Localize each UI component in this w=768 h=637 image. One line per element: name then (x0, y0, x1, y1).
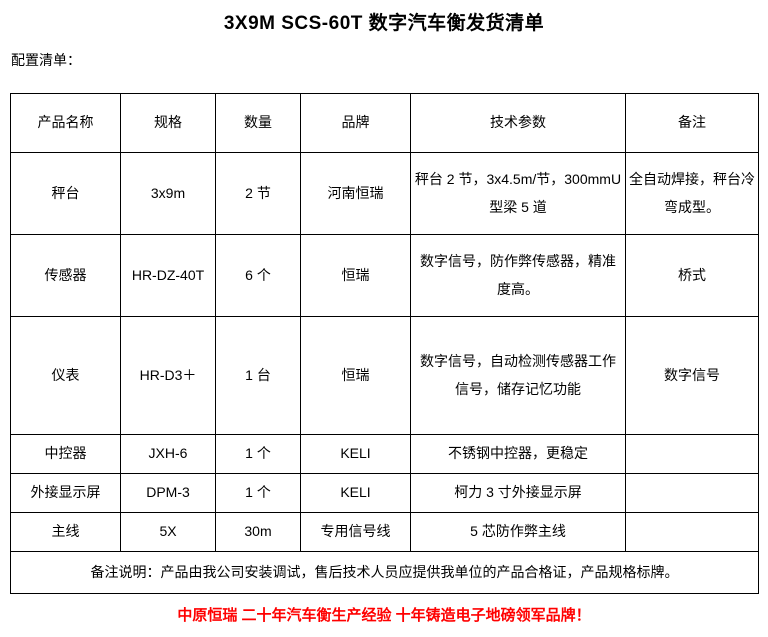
table-row: 中控器 JXH-6 1 个 KELI 不锈钢中控器，更稳定 (10, 434, 759, 474)
cell-remark (625, 473, 759, 513)
table-row: 外接显示屏 DPM-3 1 个 KELI 柯力 3 寸外接显示屏 (10, 473, 759, 513)
column-header-brand: 品牌 (300, 93, 411, 153)
cell-quantity: 1 个 (215, 473, 301, 513)
page-title: 3X9M SCS-60T 数字汽车衡发货清单 (223, 13, 545, 34)
cell-brand: KELI (300, 434, 411, 474)
table-row: 仪表 HR-D3＋ 1 台 恒瑞 数字信号，自动检测传感器工作信号，储存记忆功能… (10, 316, 759, 435)
cell-spec: 3x9m (120, 152, 216, 235)
column-header-spec: 规格 (120, 93, 216, 153)
cell-spec: 5X (120, 512, 216, 552)
cell-quantity: 1 个 (215, 434, 301, 474)
section-label-config-list: 配置清单： (11, 52, 81, 68)
cell-brand: 恒瑞 (300, 316, 411, 435)
cell-footer-note: 备注说明：产品由我公司安装调试，售后技术人员应提供我单位的产品合格证，产品规格标… (10, 551, 759, 594)
cell-product-name: 外接显示屏 (10, 473, 121, 513)
column-header-quantity: 数量 (215, 93, 301, 153)
cell-spec: HR-D3＋ (120, 316, 216, 435)
column-header-product-name: 产品名称 (10, 93, 121, 153)
cell-quantity: 6 个 (215, 234, 301, 317)
table-row: 秤台 3x9m 2 节 河南恒瑞 秤台 2 节，3x4.5m/节，300mmU … (10, 152, 759, 235)
cell-tech-params: 不锈钢中控器，更稳定 (410, 434, 626, 474)
table-header-row: 产品名称 规格 数量 品牌 技术参数 备注 (10, 93, 759, 153)
cell-product-name: 中控器 (10, 434, 121, 474)
cell-product-name: 秤台 (10, 152, 121, 235)
cell-remark: 数字信号 (625, 316, 759, 435)
table-row: 传感器 HR-DZ-40T 6 个 恒瑞 数字信号，防作弊传感器，精准度高。 桥… (10, 234, 759, 317)
cell-product-name: 传感器 (10, 234, 121, 317)
cell-tech-params: 秤台 2 节，3x4.5m/节，300mmU 型梁 5 道 (410, 152, 626, 235)
cell-quantity: 30m (215, 512, 301, 552)
cell-remark: 桥式 (625, 234, 759, 317)
cell-spec: JXH-6 (120, 434, 216, 474)
cell-quantity: 1 台 (215, 316, 301, 435)
cell-spec: DPM-3 (120, 473, 216, 513)
cell-brand: 恒瑞 (300, 234, 411, 317)
cell-remark: 全自动焊接，秤台冷弯成型。 (625, 152, 759, 235)
column-header-remark: 备注 (625, 93, 759, 153)
cell-spec: HR-DZ-40T (120, 234, 216, 317)
table-body: 秤台 3x9m 2 节 河南恒瑞 秤台 2 节，3x4.5m/节，300mmU … (10, 152, 759, 594)
cell-brand: 河南恒瑞 (300, 152, 411, 235)
cell-brand: 专用信号线 (300, 512, 411, 552)
cell-tech-params: 5 芯防作弊主线 (410, 512, 626, 552)
cell-tech-params: 数字信号，防作弊传感器，精准度高。 (410, 234, 626, 317)
column-header-tech-params: 技术参数 (410, 93, 626, 153)
specification-table: 产品名称 规格 数量 品牌 技术参数 备注 秤台 3x9m 2 节 河南恒瑞 秤… (10, 93, 759, 594)
table-header: 产品名称 规格 数量 品牌 技术参数 备注 (10, 93, 759, 153)
cell-tech-params: 柯力 3 寸外接显示屏 (410, 473, 626, 513)
cell-remark (625, 434, 759, 474)
cell-quantity: 2 节 (215, 152, 301, 235)
cell-remark (625, 512, 759, 552)
table-footer-row: 备注说明：产品由我公司安装调试，售后技术人员应提供我单位的产品合格证，产品规格标… (10, 551, 759, 594)
cell-product-name: 主线 (10, 512, 121, 552)
cell-tech-params: 数字信号，自动检测传感器工作信号，储存记忆功能 (410, 316, 626, 435)
cell-product-name: 仪表 (10, 316, 121, 435)
cell-brand: KELI (300, 473, 411, 513)
company-tagline: 中原恒瑞 二十年汽车衡生产经验 十年铸造电子地磅领军品牌！ (177, 607, 591, 624)
table-row: 主线 5X 30m 专用信号线 5 芯防作弊主线 (10, 512, 759, 552)
